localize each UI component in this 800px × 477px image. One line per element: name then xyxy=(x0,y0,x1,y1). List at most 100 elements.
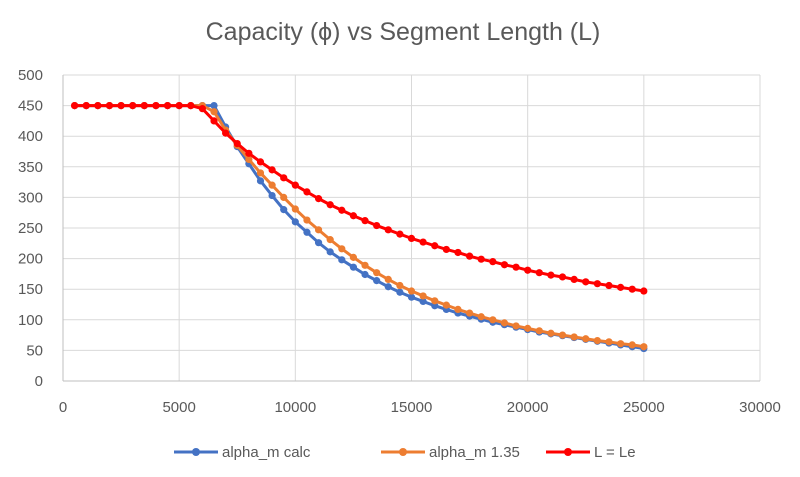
data-point xyxy=(419,292,427,300)
data-point xyxy=(71,102,79,110)
data-point xyxy=(268,181,276,189)
y-tick-label: 450 xyxy=(18,98,43,115)
data-point xyxy=(605,281,613,290)
chart-title: Capacity (ϕ) vs Segment Length (L) xyxy=(206,18,601,46)
data-point xyxy=(465,252,474,260)
data-point xyxy=(454,305,462,313)
data-point xyxy=(535,269,543,277)
data-point xyxy=(82,102,90,110)
data-point xyxy=(407,234,416,243)
data-point xyxy=(442,245,450,254)
data-point xyxy=(256,169,265,177)
data-point xyxy=(431,242,439,250)
data-point xyxy=(349,253,358,261)
data-point xyxy=(326,201,334,209)
data-point xyxy=(489,258,497,266)
data-point xyxy=(617,283,625,291)
data-point xyxy=(477,255,485,263)
data-point xyxy=(198,105,206,113)
data-point xyxy=(570,275,578,284)
data-point xyxy=(314,239,323,247)
data-point xyxy=(314,195,323,203)
data-point xyxy=(303,216,311,224)
data-point xyxy=(547,329,555,337)
data-point xyxy=(605,338,613,346)
data-point xyxy=(512,322,520,330)
x-tick-label: 5000 xyxy=(162,399,195,416)
data-point xyxy=(431,297,439,305)
data-point xyxy=(396,288,404,296)
data-point xyxy=(314,226,323,234)
data-point xyxy=(524,266,532,274)
data-point xyxy=(152,102,160,110)
legend-label: alpha_m 1.35 xyxy=(429,444,520,461)
data-point xyxy=(349,263,358,271)
data-point xyxy=(361,217,369,225)
data-point xyxy=(396,230,404,238)
y-tick-label: 100 xyxy=(18,312,43,329)
x-tick-label: 0 xyxy=(59,399,67,416)
x-tick-label: 20000 xyxy=(507,399,549,416)
legend-swatch-marker xyxy=(564,448,572,456)
data-point xyxy=(233,139,241,148)
x-tick-label: 10000 xyxy=(274,399,316,416)
data-point xyxy=(326,248,334,256)
data-point xyxy=(245,155,253,164)
data-point xyxy=(419,238,427,246)
data-point xyxy=(373,221,381,230)
data-point xyxy=(547,271,555,279)
data-point xyxy=(384,283,392,291)
data-point xyxy=(222,129,230,137)
data-point xyxy=(465,309,474,317)
data-point xyxy=(163,102,172,110)
series-layer xyxy=(71,102,648,353)
data-point xyxy=(558,273,567,281)
data-point xyxy=(489,316,497,324)
data-point xyxy=(477,313,485,321)
data-point xyxy=(210,102,218,110)
data-point xyxy=(175,102,183,110)
data-point xyxy=(628,341,636,349)
legend-swatch-marker xyxy=(399,448,407,456)
y-tick-label: 400 xyxy=(18,128,43,145)
data-point xyxy=(291,218,299,226)
series-line xyxy=(74,104,645,349)
x-axis-tick-labels: 0 5000 10000 15000 20000 25000 30000 xyxy=(59,399,781,416)
data-point xyxy=(210,117,218,125)
y-tick-label: 150 xyxy=(18,281,43,298)
data-point xyxy=(256,158,265,166)
data-point xyxy=(187,102,195,110)
data-point xyxy=(535,327,543,335)
data-point xyxy=(349,212,358,220)
data-point xyxy=(500,319,509,327)
series-line xyxy=(74,104,645,351)
data-point xyxy=(524,324,532,332)
y-tick-label: 50 xyxy=(26,342,43,359)
data-point xyxy=(268,166,276,174)
data-point xyxy=(280,193,288,201)
x-tick-label: 25000 xyxy=(623,399,665,416)
legend-label: alpha_m calc xyxy=(222,444,311,461)
legend-item: alpha_m calc xyxy=(174,444,311,461)
data-point xyxy=(280,206,288,214)
data-point xyxy=(442,301,450,309)
data-point xyxy=(593,280,601,288)
data-point xyxy=(582,335,590,343)
x-tick-label: 30000 xyxy=(739,399,781,416)
legend-swatch-marker xyxy=(192,448,200,456)
data-point xyxy=(570,333,578,341)
y-tick-label: 250 xyxy=(18,220,43,237)
data-point xyxy=(500,261,509,269)
data-point xyxy=(512,263,520,271)
data-point xyxy=(582,278,590,286)
data-point xyxy=(94,102,102,110)
data-point xyxy=(338,206,346,214)
y-axis-tick-labels: 0 50 100 150 200 250 300 350 400 450 500 xyxy=(18,67,43,390)
y-tick-label: 200 xyxy=(18,251,43,268)
legend-label: L = Le xyxy=(594,444,636,461)
axes xyxy=(62,75,760,382)
data-point xyxy=(303,228,311,236)
data-point xyxy=(454,248,462,257)
data-point xyxy=(640,287,648,295)
